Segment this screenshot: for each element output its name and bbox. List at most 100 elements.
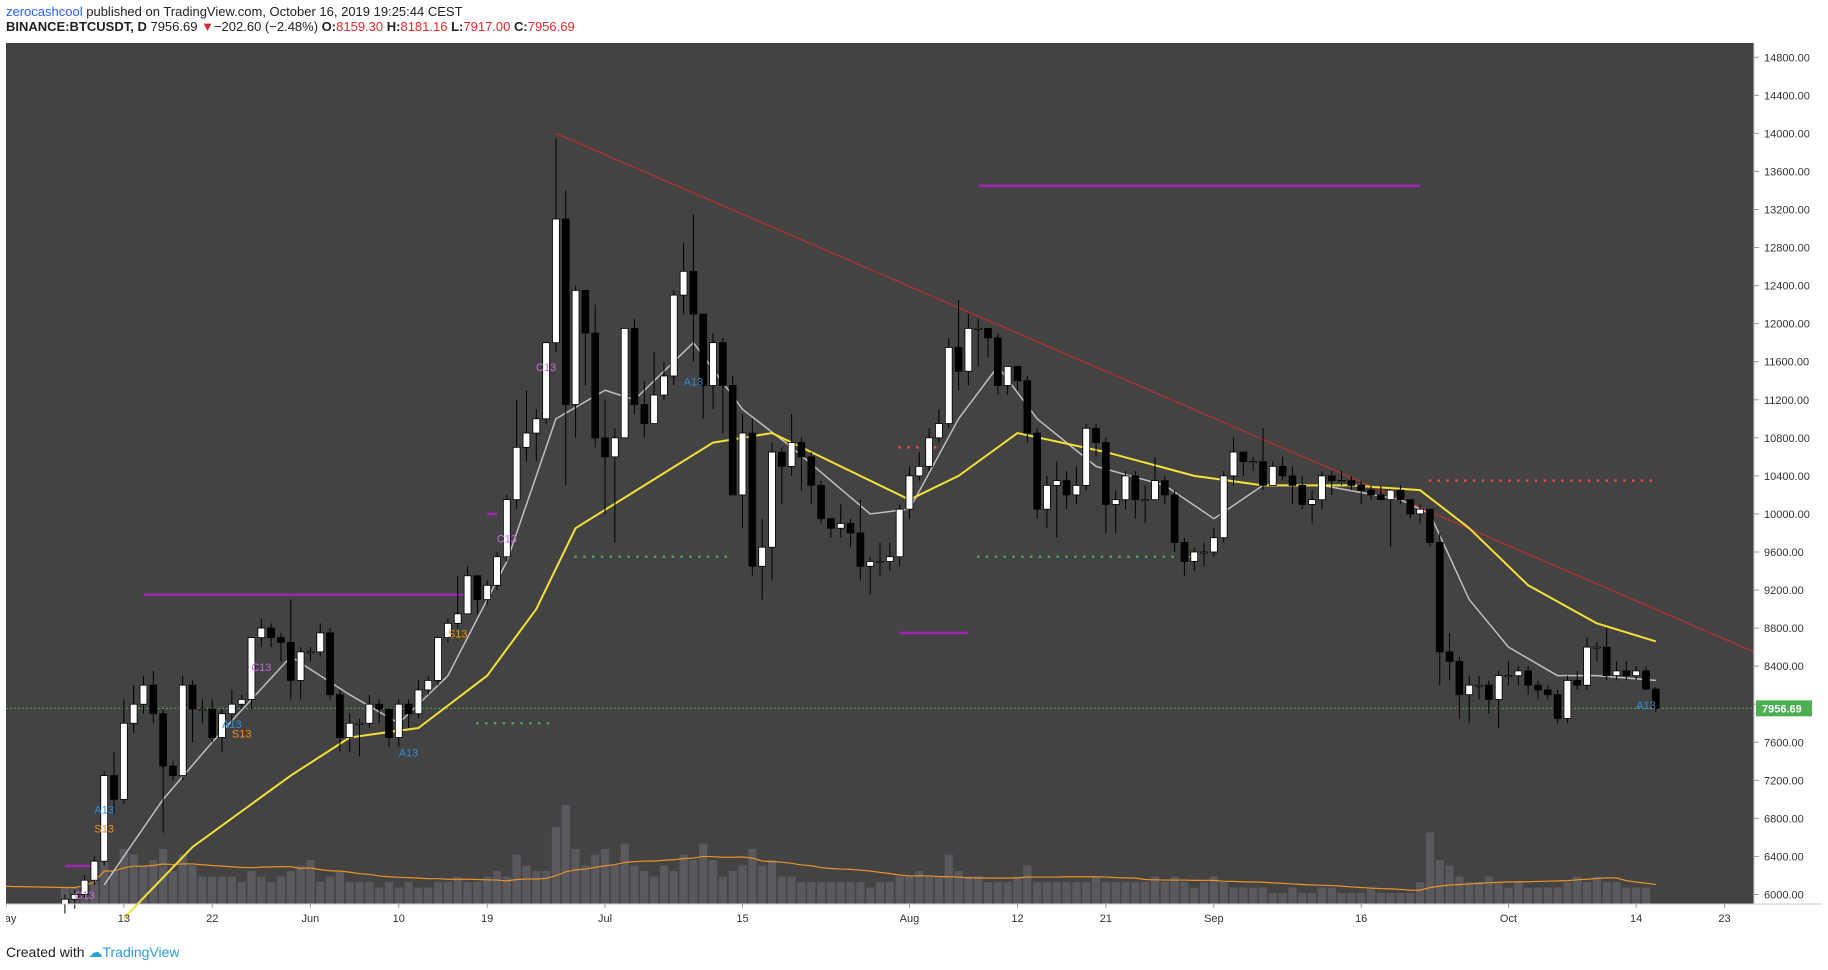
volume-bar	[679, 854, 688, 904]
candle	[758, 546, 766, 567]
price-change: −202.60 (−2.48%)	[213, 19, 319, 34]
candle	[444, 622, 452, 639]
support-dot	[1162, 555, 1166, 558]
low-value: 7917.00	[463, 19, 511, 34]
support-dot	[1030, 555, 1033, 558]
volume-bar	[689, 860, 698, 904]
volume-bar	[276, 876, 286, 904]
support-dot	[574, 555, 577, 558]
last-price-tag	[1756, 700, 1812, 717]
volume-bar	[522, 865, 531, 904]
candle	[552, 218, 560, 344]
plot-area[interactable]	[6, 43, 1754, 904]
volume-bar	[1396, 893, 1405, 904]
volume-bar	[600, 849, 610, 904]
volume-bar	[728, 871, 737, 904]
candle	[375, 703, 384, 710]
support-dot	[994, 555, 998, 558]
volume-bar	[335, 871, 345, 904]
candle	[1210, 537, 1218, 553]
candle	[1416, 508, 1424, 515]
candle	[561, 218, 570, 405]
x-tick-label: Sep	[1204, 913, 1224, 925]
candle	[1200, 551, 1208, 554]
support-dot	[609, 555, 613, 558]
candle	[699, 313, 708, 386]
candle	[542, 342, 550, 420]
x-tick-label: 12	[1011, 913, 1023, 925]
volume-bar	[109, 871, 119, 904]
down-arrow-icon: ▼	[201, 19, 214, 34]
volume-bar	[905, 876, 914, 904]
resistance-dot	[1499, 479, 1502, 482]
support-dot	[1056, 555, 1059, 558]
candle	[1072, 484, 1081, 496]
volume-bar	[1042, 882, 1052, 904]
candle	[1602, 646, 1611, 677]
volume-bar	[1455, 876, 1464, 904]
y-tick-label: 14800.00	[1764, 52, 1810, 64]
candle	[581, 289, 590, 334]
volume-bar	[1239, 887, 1248, 904]
signal-label: S13	[448, 629, 468, 641]
candle	[1268, 465, 1277, 486]
x-tick-label: 19	[481, 913, 493, 925]
candle	[336, 694, 344, 738]
candle	[1485, 684, 1493, 700]
y-tick-label: 6400.00	[1764, 851, 1804, 863]
price-chart[interactable]: C13 A13 S13 C13 A13 S13 A13 S13 C13 C13 A13 A13 600…	[0, 43, 1822, 930]
volume-bar	[1131, 882, 1140, 904]
support-dot	[1074, 555, 1077, 558]
signal-label: A13	[222, 719, 242, 731]
support-dot	[529, 722, 532, 725]
volume-bar	[1327, 887, 1336, 904]
candle	[483, 584, 492, 600]
volume-bar	[1484, 876, 1493, 904]
symbol-label: BINANCE:BTCUSDT, D	[6, 19, 147, 34]
candle	[257, 627, 266, 639]
volume-bar	[1062, 882, 1071, 904]
support-dot	[1171, 555, 1174, 558]
volume-bar	[1082, 882, 1091, 904]
volume-bar	[433, 882, 443, 904]
candle	[1367, 489, 1375, 496]
author-link[interactable]: zerocashcool	[6, 4, 83, 19]
candle	[139, 684, 148, 705]
support-dot	[520, 722, 523, 725]
candle	[365, 703, 374, 724]
x-tick-label: Jul	[598, 913, 612, 925]
candle	[1308, 499, 1316, 505]
volume-bar	[826, 882, 836, 904]
support-dot	[636, 555, 639, 558]
candle	[1632, 670, 1640, 677]
volume-bar	[1376, 893, 1385, 904]
volume-bar	[1563, 882, 1572, 904]
candle	[1052, 480, 1061, 486]
volume-bar	[551, 827, 561, 904]
volume-bar	[964, 876, 973, 904]
candle	[679, 270, 688, 296]
support-dot	[1038, 555, 1042, 558]
support-dot	[485, 722, 488, 725]
volume-bar	[316, 882, 325, 904]
candle	[1102, 442, 1110, 505]
volume-ma-line	[5, 855, 1656, 891]
volume-bar	[748, 849, 757, 904]
candle	[1180, 542, 1189, 562]
candle	[1514, 670, 1523, 677]
candle	[1003, 366, 1012, 386]
volume-bar	[758, 865, 767, 904]
resistance-dot	[1490, 479, 1493, 482]
volume-bar	[718, 876, 728, 904]
moving-average-slow	[123, 432, 1657, 919]
candle	[1278, 465, 1287, 477]
tradingview-link[interactable]: TradingView	[102, 944, 180, 960]
candle	[1504, 675, 1513, 678]
volume-bar	[954, 871, 963, 904]
candle	[169, 765, 177, 776]
candle	[1259, 461, 1267, 486]
volume-bar	[640, 871, 649, 904]
volume-bar	[1612, 882, 1621, 904]
volume-bar	[885, 882, 894, 904]
